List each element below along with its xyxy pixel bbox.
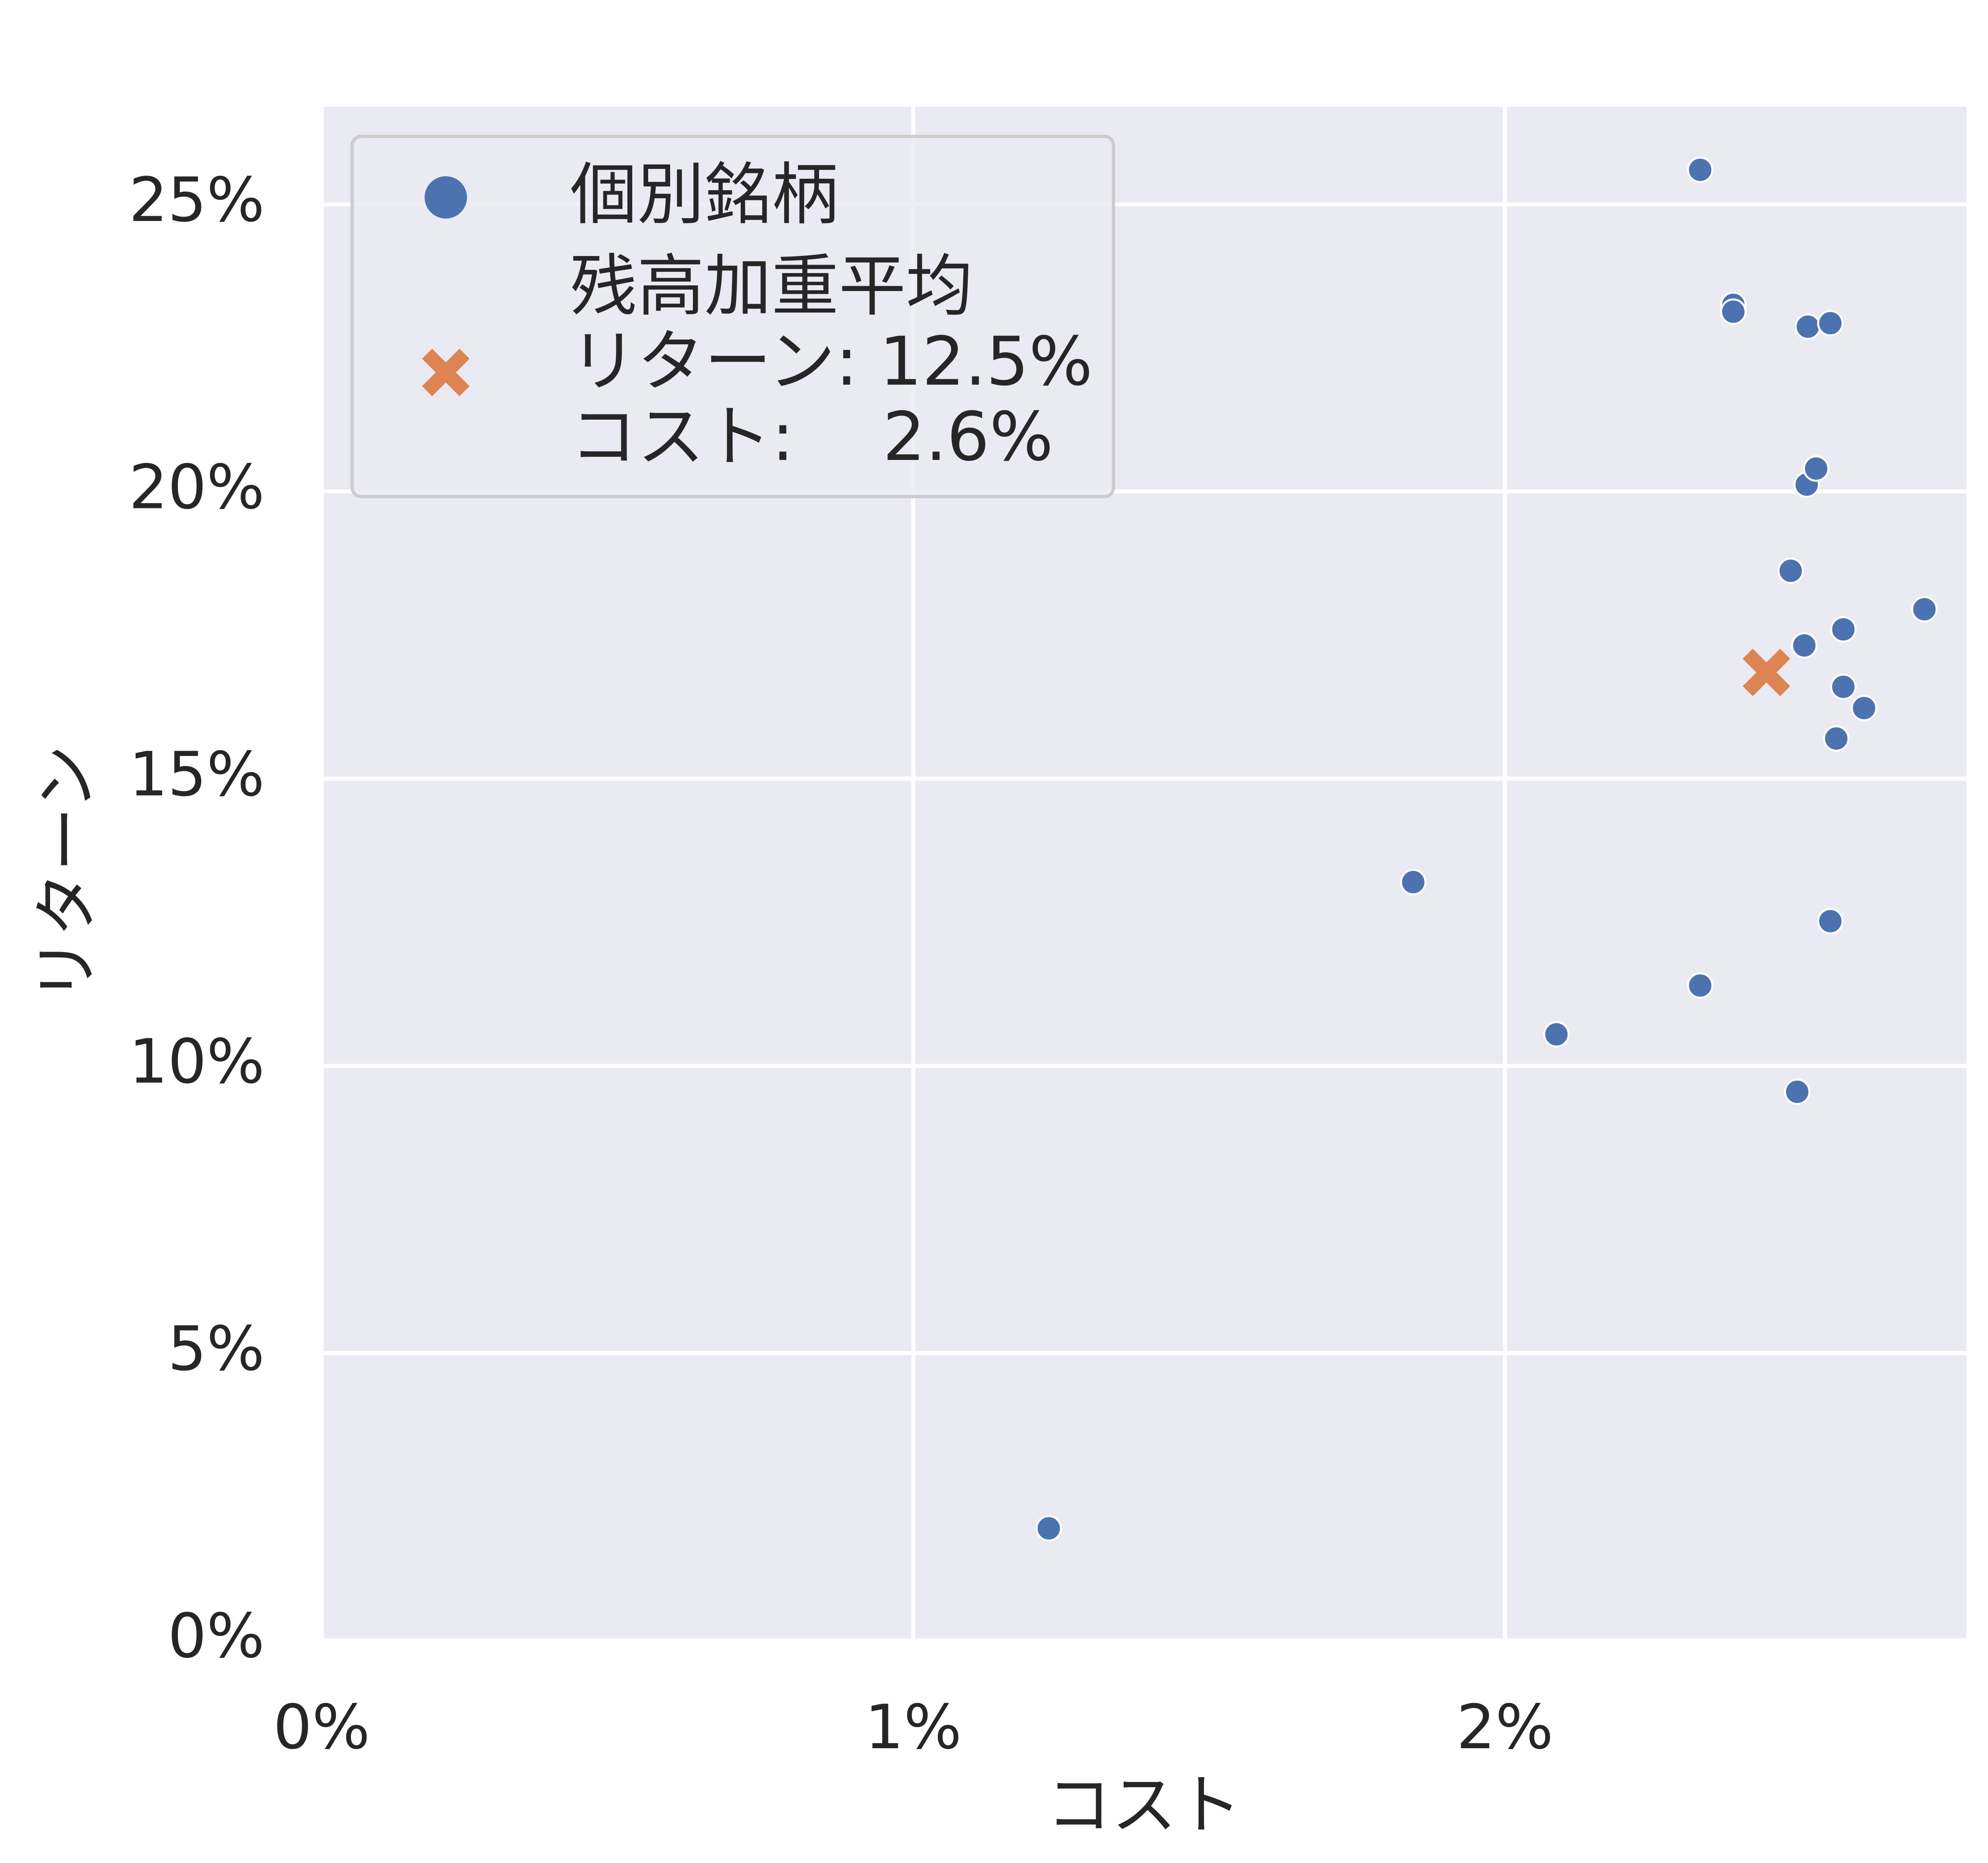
legend-label-individual-stock: 個別銘柄 <box>570 155 839 234</box>
y-tick-label: 5% <box>168 1314 265 1384</box>
scatter-point-individual-stock <box>1830 616 1857 643</box>
scatter-point-individual-stock <box>1035 1515 1062 1542</box>
scatter-point-individual-stock <box>1795 313 1821 340</box>
x-tick-label: 1% <box>865 1692 962 1763</box>
scatter-point-individual-stock <box>1777 557 1804 584</box>
y-tick-label: 25% <box>129 165 265 236</box>
legend-marker-weighted-average <box>422 348 470 396</box>
scatter-point-individual-stock <box>1720 298 1747 325</box>
scatter-point-individual-stock <box>1823 725 1850 752</box>
y-tick-label: 20% <box>129 452 265 523</box>
scatter-point-individual-stock <box>1791 632 1818 659</box>
scatter-point-individual-stock <box>1911 596 1938 623</box>
legend-label-weighted-average-line: コスト: 2.6% <box>570 398 1053 476</box>
y-tick-label: 15% <box>129 739 265 810</box>
scatter-point-individual-stock <box>1830 673 1857 700</box>
y-tick-label: 0% <box>168 1601 265 1672</box>
scatter-point-individual-stock <box>1687 156 1714 183</box>
y-tick-label: 10% <box>129 1027 265 1097</box>
scatter-point-individual-stock <box>1687 972 1714 999</box>
scatter-point-individual-stock <box>1784 1078 1810 1105</box>
x-marker-stroke <box>1743 648 1791 696</box>
x-marker-stroke <box>422 348 470 396</box>
scatter-point-individual-stock <box>1543 1021 1570 1048</box>
scatter-point-individual-stock <box>1817 908 1844 935</box>
x-axis-label: コスト <box>1046 1767 1242 1843</box>
x-tick-label: 2% <box>1456 1692 1553 1763</box>
legend-marker-individual-stock <box>425 176 467 219</box>
scatter-point-individual-stock <box>1400 869 1427 895</box>
legend-label-weighted-average-line: リターン: 12.5% <box>570 322 1093 401</box>
scatter-point-individual-stock <box>1851 695 1878 722</box>
x-tick-label: 0% <box>273 1692 370 1763</box>
scatter-point-individual-stock <box>1803 455 1830 482</box>
y-axis-label: リターン <box>28 745 105 1002</box>
scatter-point-individual-stock <box>1817 310 1844 337</box>
scatter-point-weighted-average <box>1743 648 1791 696</box>
legend-box <box>351 135 1115 498</box>
legend-label-weighted-average-line: 残高加重平均 <box>570 247 973 325</box>
